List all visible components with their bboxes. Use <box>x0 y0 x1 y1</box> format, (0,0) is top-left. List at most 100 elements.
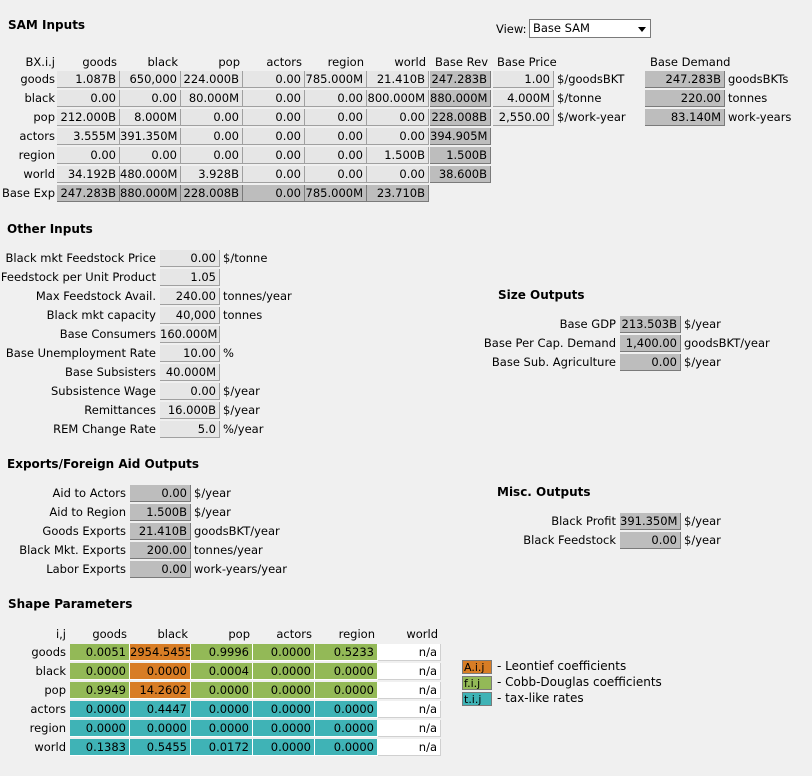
sam-cell[interactable]: 0.00 <box>57 90 120 107</box>
shape-cell[interactable]: 0.0004 <box>191 663 253 680</box>
sam-col-header-goods: goods <box>82 55 117 69</box>
sam-cell[interactable]: 0.00 <box>305 147 367 164</box>
other_inputs-value[interactable]: 0.00 <box>160 383 220 400</box>
sam-cell[interactable]: 0.00 <box>120 147 181 164</box>
sam-cell[interactable]: 0.00 <box>243 147 305 164</box>
sam-cell[interactable]: 0.00 <box>57 147 120 164</box>
base-price-cell[interactable]: 1.00 <box>493 71 554 88</box>
shape-cell[interactable]: 0.0000 <box>191 701 253 718</box>
sam-cell[interactable]: 8.000M <box>120 109 181 126</box>
base-demand-unit: goodsBKTs <box>728 72 789 86</box>
misc_outputs-label: Black Feedstock <box>523 533 616 547</box>
sam-cell[interactable]: 224.000B <box>181 71 243 88</box>
legend-text: - Cobb-Douglas coefficients <box>497 675 662 689</box>
sam-cell[interactable]: 0.00 <box>181 109 243 126</box>
sam-cell[interactable]: 34.192B <box>57 166 120 183</box>
shape-cell[interactable]: 0.0000 <box>130 720 191 737</box>
sam-cell[interactable]: 0.00 <box>243 90 305 107</box>
shape-row-label-actors: actors <box>30 702 66 716</box>
shape-cell[interactable]: 2954.5455 <box>130 644 191 661</box>
sam-cell[interactable]: 3.928B <box>181 166 243 183</box>
sam-cell[interactable]: 800.000M <box>367 90 429 107</box>
shape-cell[interactable]: 0.5455 <box>130 739 191 756</box>
other_inputs-label: Base Consumers <box>59 327 156 341</box>
sam-cell[interactable]: 0.00 <box>305 90 367 107</box>
shape-cell[interactable]: 0.0000 <box>70 663 130 680</box>
misc_outputs-label: Black Profit <box>551 514 616 528</box>
shape-cell[interactable]: 0.0051 <box>70 644 130 661</box>
other_inputs-value[interactable]: 40.000M <box>160 364 220 381</box>
sam-cell[interactable]: 0.00 <box>181 128 243 145</box>
base-price-cell[interactable]: 2,550.00 <box>493 109 554 126</box>
sam-row-label-actors: actors <box>19 129 55 143</box>
base-exp-cell: 228.008B <box>181 185 243 202</box>
shape-cell[interactable]: 0.0000 <box>191 682 253 699</box>
sam-cell[interactable]: 0.00 <box>367 166 429 183</box>
shape-cell[interactable]: 0.0000 <box>253 644 315 661</box>
sam-cell[interactable]: 391.350M <box>120 128 181 145</box>
sam-cell[interactable]: 21.410B <box>367 71 429 88</box>
size_outputs-label: Base Per Cap. Demand <box>483 336 616 350</box>
shape-cell[interactable]: 0.0000 <box>253 701 315 718</box>
shape-cell[interactable]: 0.9996 <box>191 644 253 661</box>
sam-cell[interactable]: 3.555M <box>57 128 120 145</box>
shape-cell[interactable]: 0.1383 <box>70 739 130 756</box>
shape-cell[interactable]: 0.0000 <box>253 720 315 737</box>
sam-cell[interactable]: 650,000 <box>120 71 181 88</box>
shape-cell[interactable]: 14.2602 <box>130 682 191 699</box>
other_inputs-value[interactable]: 1.05 <box>160 269 220 286</box>
other_inputs-value[interactable]: 5.0 <box>160 421 220 438</box>
view-select[interactable]: Base SAM <box>529 19 651 38</box>
sam-cell[interactable]: 0.00 <box>305 109 367 126</box>
other_inputs-value[interactable]: 0.00 <box>160 250 220 267</box>
shape-row-label-world: world <box>34 740 66 754</box>
sam-cell[interactable]: 480.000M <box>120 166 181 183</box>
shape-cell[interactable]: 0.0000 <box>70 720 130 737</box>
other_inputs-value[interactable]: 10.00 <box>160 345 220 362</box>
sam-cell[interactable]: 212.000B <box>57 109 120 126</box>
sam-cell[interactable]: 0.00 <box>120 90 181 107</box>
sam-cell[interactable]: 0.00 <box>243 166 305 183</box>
sam-cell[interactable]: 0.00 <box>243 128 305 145</box>
sam-cell[interactable]: 0.00 <box>367 128 429 145</box>
sam-cell[interactable]: 80.000M <box>181 90 243 107</box>
size_outputs-unit: $/year <box>684 355 721 369</box>
other_inputs-value[interactable]: 40,000 <box>160 307 220 324</box>
shape-cell[interactable]: 0.0000 <box>130 663 191 680</box>
sam-cell[interactable]: 0.00 <box>305 128 367 145</box>
base-price-cell[interactable]: 4.000M <box>493 90 554 107</box>
shape-cell[interactable]: 0.9949 <box>70 682 130 699</box>
sam-cell[interactable]: 0.00 <box>305 166 367 183</box>
shape-cell[interactable]: 0.0000 <box>253 663 315 680</box>
shape-cell[interactable]: 0.0000 <box>253 682 315 699</box>
sam-cell[interactable]: 0.00 <box>243 71 305 88</box>
shape-cell[interactable]: 0.0000 <box>315 682 378 699</box>
shape-cell[interactable]: 0.0000 <box>315 701 378 718</box>
sam-cell[interactable]: 0.00 <box>367 109 429 126</box>
other_inputs-value[interactable]: 240.00 <box>160 288 220 305</box>
shape-cell[interactable]: 0.0000 <box>253 739 315 756</box>
shape-cell[interactable]: 0.0000 <box>315 663 378 680</box>
sam-cell[interactable]: 0.00 <box>243 109 305 126</box>
sam-cell[interactable]: 1.087B <box>57 71 120 88</box>
view-label: View: <box>496 22 527 36</box>
shape-cell[interactable]: 0.0000 <box>315 720 378 737</box>
exports-label: Aid to Region <box>49 505 126 519</box>
other_inputs-label: Base Unemployment Rate <box>5 346 156 360</box>
shape-cell[interactable]: 0.4447 <box>130 701 191 718</box>
other_inputs-unit: tonnes <box>223 308 263 322</box>
legend-text: - Leontief coefficients <box>497 659 627 673</box>
sam-cell[interactable]: 0.00 <box>181 147 243 164</box>
shape-cell[interactable]: 0.0000 <box>191 720 253 737</box>
other_inputs-value[interactable]: 16.000B <box>160 402 220 419</box>
sam-row-label-black: black <box>24 91 55 105</box>
other_inputs-value[interactable]: 160.000M <box>160 326 220 343</box>
exports-value: 21.410B <box>130 523 191 540</box>
shape-cell: n/a <box>378 739 441 756</box>
shape-cell[interactable]: 0.0000 <box>315 739 378 756</box>
shape-cell[interactable]: 0.0172 <box>191 739 253 756</box>
shape-cell[interactable]: 0.5233 <box>315 644 378 661</box>
shape-cell[interactable]: 0.0000 <box>70 701 130 718</box>
sam-cell[interactable]: 1.500B <box>367 147 429 164</box>
sam-cell[interactable]: 785.000M <box>305 71 367 88</box>
